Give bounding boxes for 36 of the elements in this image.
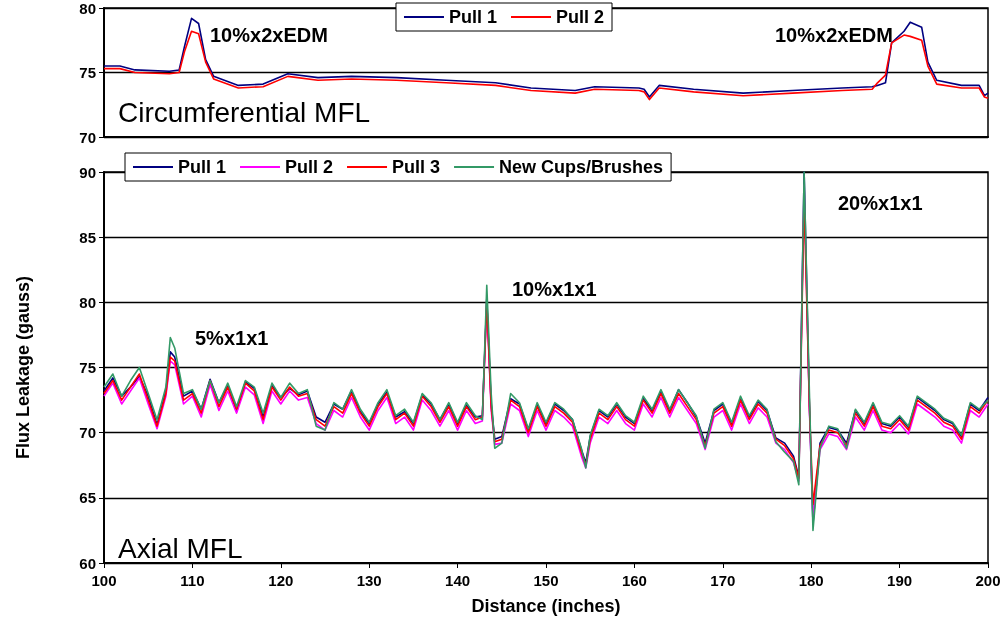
x-tick-label: 130 (356, 572, 382, 589)
x-tick-label: 170 (710, 572, 736, 589)
annotation: 20%x1x1 (838, 192, 923, 214)
y-tick-label: 75 (79, 64, 96, 81)
legend-label: Pull 1 (178, 157, 227, 177)
x-tick-label: 160 (621, 572, 647, 589)
annotation: 10%x2xEDM (775, 24, 893, 46)
y-tick-label: 80 (79, 0, 96, 17)
x-tick-label: 200 (975, 572, 1001, 589)
x-tick-label: 150 (533, 572, 559, 589)
y-tick-label: 70 (79, 128, 96, 146)
legend-label: Pull 3 (392, 157, 441, 177)
x-tick-label: 190 (887, 572, 913, 589)
y-tick-label: 85 (79, 228, 96, 246)
x-tick-label: 120 (268, 572, 294, 589)
legend-label: Pull 2 (556, 7, 605, 27)
y-tick-label: 60 (79, 554, 96, 572)
x-tick-label: 140 (445, 572, 471, 589)
y-axis-title: Flux Leakage (gauss) (13, 275, 33, 460)
x-tick-label: 110 (180, 572, 205, 589)
legend-label: Pull 2 (285, 157, 334, 177)
x-tick-label: 180 (798, 572, 824, 589)
y-tick-label: 75 (79, 359, 96, 376)
annotation: 10%x2xEDM (210, 24, 328, 46)
legend-label: New Cups/Brushes (499, 157, 664, 177)
annotation: 10%x1x1 (512, 278, 597, 300)
y-tick-label: 65 (79, 489, 96, 507)
y-tick-label: 70 (79, 424, 96, 442)
legend-label: Pull 1 (448, 7, 497, 27)
annotation: 5%x1x1 (195, 327, 269, 349)
annotation: Axial MFL (118, 532, 243, 564)
y-tick-label: 90 (79, 163, 96, 181)
y-tick-label: 80 (79, 293, 96, 311)
x-axis-title: Distance (inches) (471, 596, 621, 616)
x-tick-label: 100 (91, 572, 117, 589)
annotation: Circumferential MFL (118, 96, 371, 128)
